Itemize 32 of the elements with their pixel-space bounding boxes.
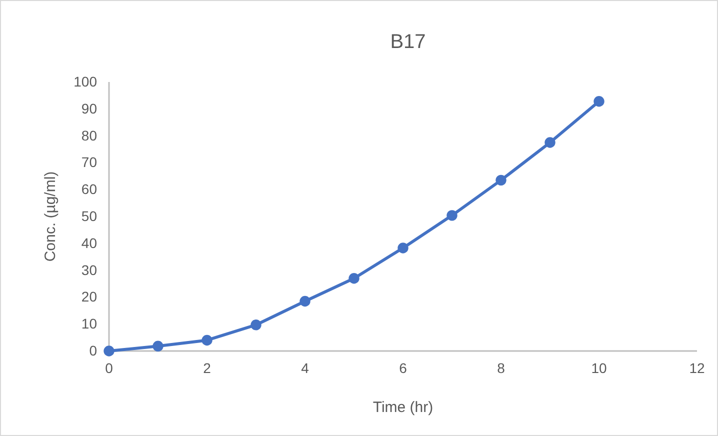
y-axis-title: Conc. (µg/ml) [42,171,59,262]
point [104,346,114,356]
x-tick-label: 4 [301,360,310,376]
y-tick-label: 50 [81,208,98,224]
x-tick-label: 12 [689,360,705,376]
point [446,210,458,221]
y-tick-label: 60 [81,181,98,198]
point [300,296,310,307]
x-tick-label: 10 [591,360,607,376]
point [250,320,262,330]
y-tick-label: 100 [74,73,98,90]
point [152,340,164,352]
y-tick-label: 80 [81,127,98,144]
point [348,273,360,284]
x-tick-label: 6 [399,360,408,376]
y-tick-label: 30 [81,262,98,278]
y-tick-label: 70 [81,154,98,170]
x-axis-title: Time (hr) [372,399,434,416]
y-tick-label: 0 [89,342,98,358]
point [544,137,556,148]
y-tick-label: 20 [81,288,98,305]
point [202,334,212,346]
y-tick-label: 10 [81,316,98,332]
x-tick-label: 2 [203,360,212,376]
x-tick-label: 0 [105,360,114,376]
y-tick-label: 90 [81,100,98,116]
point [496,174,506,186]
y-tick-label: 40 [81,234,98,251]
point [398,242,408,254]
chart-title: B17 [390,31,426,53]
x-tick-label: 8 [497,360,506,376]
point [594,96,604,107]
